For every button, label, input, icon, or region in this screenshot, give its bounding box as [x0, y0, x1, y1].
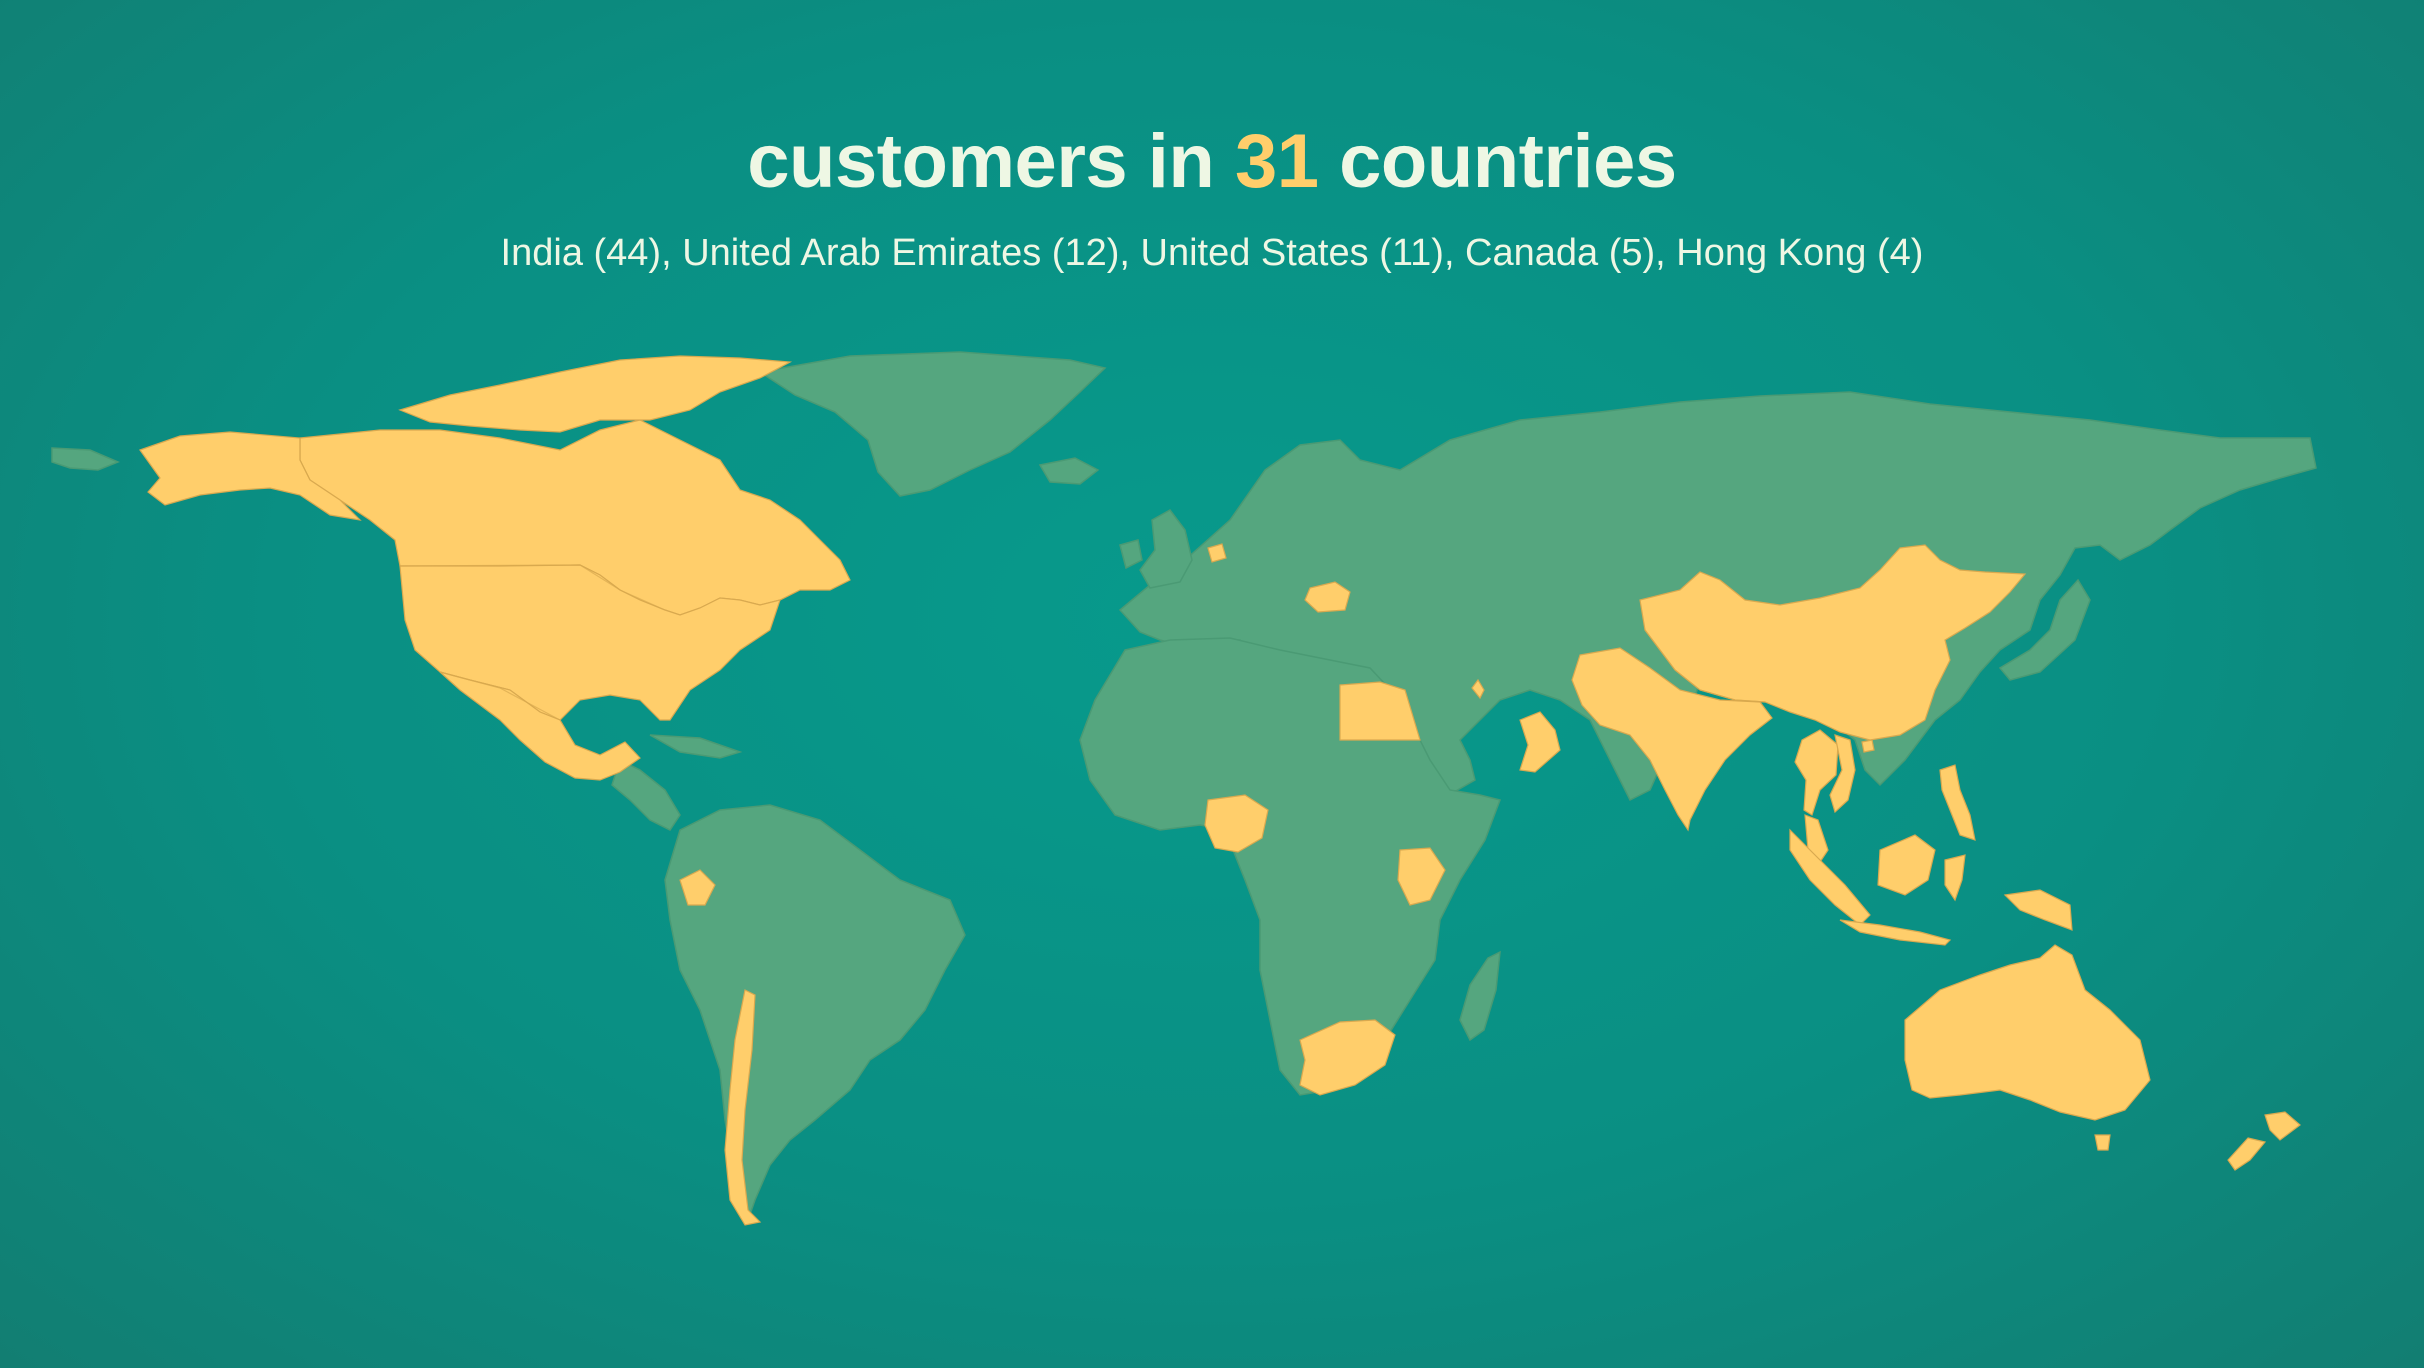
madagascar — [1459, 950, 1501, 1042]
india-china-border — [1644, 629, 1766, 703]
kenya — [1397, 847, 1446, 906]
japan — [1998, 578, 2091, 681]
philippines — [1939, 764, 1976, 841]
canadian-arctic-islands — [398, 355, 793, 433]
borneo — [1877, 834, 1936, 896]
title-suffix: countries — [1339, 119, 1677, 204]
chile — [724, 989, 762, 1226]
south-africa — [1299, 1019, 1396, 1096]
us-mexico-border — [439, 671, 561, 721]
title-prefix: customers in — [747, 119, 1215, 204]
ireland — [1119, 539, 1143, 570]
country-count: 31 — [1234, 119, 1319, 204]
java — [1839, 919, 1952, 946]
russia-far-east-tip — [51, 447, 120, 471]
new-guinea-west — [2003, 889, 2073, 931]
new-zealand — [2227, 1111, 2301, 1171]
australia — [1904, 944, 2151, 1121]
romania — [1304, 581, 1351, 613]
uae-oman — [1519, 711, 1561, 773]
hong-kong — [1861, 739, 1875, 753]
egypt — [1339, 681, 1421, 741]
sulawesi — [1944, 854, 1966, 902]
mexico — [439, 671, 641, 781]
sumatra — [1789, 828, 1871, 926]
alaska-canada-border — [299, 438, 311, 481]
us-canada-border — [399, 564, 666, 611]
alaska — [139, 431, 362, 521]
page-title: customers in 31 countries — [0, 118, 2424, 205]
top-countries-list: India (44), United Arab Emirates (12), U… — [500, 232, 1924, 274]
great-britain — [1139, 509, 1193, 589]
netherlands — [1207, 543, 1227, 563]
colombia — [679, 869, 716, 906]
saudi-arabia — [1471, 678, 1485, 700]
nigeria — [1204, 794, 1269, 853]
greenland — [758, 351, 1107, 497]
iceland — [1038, 457, 1100, 485]
caribbean-islands — [649, 734, 743, 759]
tasmania — [2094, 1134, 2111, 1151]
thailand — [1794, 729, 1839, 816]
india — [1571, 647, 1773, 832]
central-america — [611, 758, 681, 831]
south-america — [664, 804, 966, 1223]
vietnam — [1829, 734, 1856, 814]
